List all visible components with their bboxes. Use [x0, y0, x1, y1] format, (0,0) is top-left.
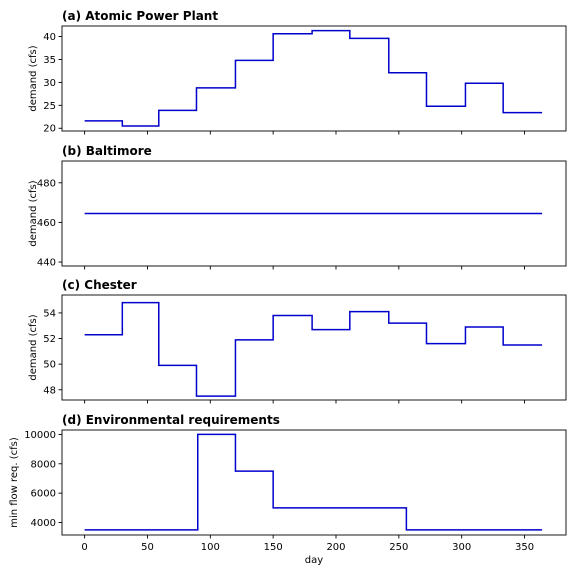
y-tick-label: 25	[43, 101, 56, 112]
y-axis-label: demand (cfs)	[28, 45, 39, 111]
panel-title: (a) Atomic Power Plant	[62, 9, 218, 23]
x-tick-label: 200	[326, 542, 345, 553]
y-tick-label: 480	[37, 178, 56, 189]
y-tick-label: 30	[43, 78, 56, 89]
x-tick-label: 250	[389, 542, 408, 553]
panel-environmental-requirements: (d) Environmental requirements 4000 6000 80…	[9, 413, 567, 566]
y-axis-label: min flow req. (cfs)	[9, 437, 20, 528]
panel-title: (c) Chester	[62, 278, 137, 292]
y-tick-label: 48	[43, 385, 56, 396]
x-tick-label: 350	[515, 542, 534, 553]
y-tick-label: 40	[43, 32, 56, 43]
y-tick-label: 35	[43, 55, 56, 66]
y-axis-label: demand (cfs)	[28, 180, 39, 246]
series-line	[84, 301, 543, 397]
plot-frame	[61, 25, 567, 132]
panel-atomic-power-plant: (a) Atomic Power Plant 20 25 30 35 40 demand (…	[28, 9, 567, 135]
y-tick-label: 10000	[24, 430, 56, 441]
x-tick-label: 0	[81, 542, 87, 553]
x-tick-label: 300	[452, 542, 471, 553]
plot-frame	[61, 294, 567, 401]
y-axis-label: demand (cfs)	[28, 314, 39, 380]
y-tick-label: 50	[43, 360, 56, 371]
plot-frame	[61, 160, 567, 267]
y-tick-label: 8000	[31, 459, 56, 470]
y-tick-label: 52	[43, 334, 56, 345]
y-tick-label: 440	[37, 258, 56, 269]
x-axis-label: day	[305, 555, 323, 566]
y-tick-label: 4000	[31, 518, 56, 529]
plot-frame	[61, 429, 567, 536]
x-tick-label: 150	[264, 542, 283, 553]
y-tick-label: 460	[37, 218, 56, 229]
y-tick-label: 20	[43, 124, 56, 135]
y-tick-label: 54	[43, 308, 56, 319]
panel-chester: (c) Chester 48 50 52 54 demand (cfs)	[28, 278, 567, 404]
series-line	[84, 433, 543, 531]
series-line	[84, 29, 543, 127]
panel-title: (d) Environmental requirements	[62, 413, 280, 427]
panel-title: (b) Baltimore	[62, 144, 152, 158]
x-tick-label: 100	[201, 542, 220, 553]
y-tick-label: 6000	[31, 489, 56, 500]
x-tick-label: 50	[141, 542, 154, 553]
